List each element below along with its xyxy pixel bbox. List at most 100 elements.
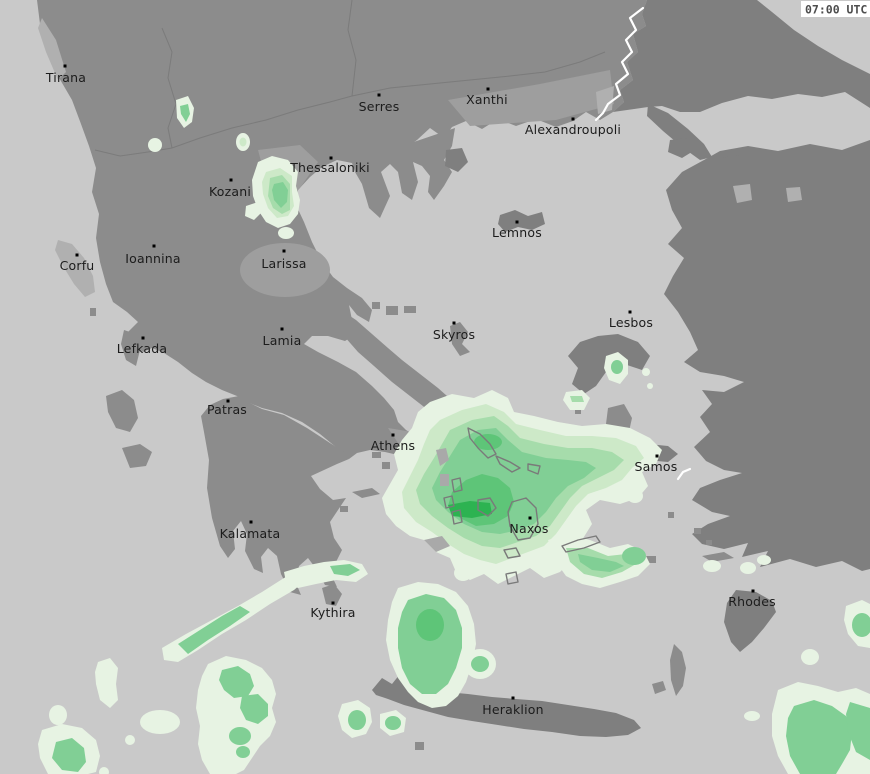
island-zakynthos <box>122 444 152 468</box>
island-leros <box>706 540 712 545</box>
city-dot-xanthi <box>486 87 490 91</box>
precip-dot-e1 <box>642 368 650 376</box>
precip-thessaloniki-w <box>245 202 262 220</box>
precip-dot-rhodes-3 <box>703 560 721 572</box>
landmass-anatolia <box>664 140 870 571</box>
island-thassos <box>445 148 468 172</box>
island-patmos <box>668 512 674 518</box>
island-imbros <box>720 155 750 174</box>
border-greece-turkey-samos <box>676 467 692 481</box>
precip-sw-5 <box>125 735 135 745</box>
island-kythira <box>322 584 342 606</box>
precip-dot-sea-1 <box>454 565 472 581</box>
city-label-samos: Samos <box>635 459 678 474</box>
precip-kythira-band-core <box>178 606 250 654</box>
precip-sw-big-l0 <box>196 656 276 774</box>
city-dot-naxos <box>528 516 532 520</box>
city-dot-patras <box>226 399 230 403</box>
city-label-kalamata: Kalamata <box>220 526 281 541</box>
city-dot-larissa <box>282 249 286 253</box>
city-dot-thessaloniki <box>329 156 333 160</box>
precip-sw-6 <box>99 767 109 774</box>
city-label-alexandroupoli: Alexandroupoli <box>525 122 621 137</box>
island-alonissos <box>404 306 416 313</box>
island-ios-outline <box>503 547 521 559</box>
city-label-ioannina: Ioannina <box>125 251 181 266</box>
cyclades-outline-layer <box>424 427 601 585</box>
precip-crete-north-core <box>416 609 444 641</box>
precip-albania-spot-core <box>180 104 190 122</box>
city-label-larissa: Larissa <box>261 256 306 271</box>
island-paxi <box>90 308 96 316</box>
city-label-lesbos: Lesbos <box>609 315 653 330</box>
island-kasos <box>652 681 666 694</box>
island-paros-outline <box>477 497 497 517</box>
precip-dot-rhodes-1 <box>740 562 756 574</box>
precip-dot-e2 <box>647 383 653 389</box>
border-greece-macedonia <box>94 0 357 157</box>
precip-crete-sw-core <box>385 716 401 730</box>
city-dot-lesbos <box>628 310 632 314</box>
precip-thessaloniki-s <box>278 227 294 239</box>
island-hydra <box>352 488 380 498</box>
precip-sw-big-core1 <box>219 666 254 698</box>
island-spetses <box>340 506 348 512</box>
city-dot-skyros <box>452 321 456 325</box>
precip-se-core1 <box>786 700 852 774</box>
precip-dot-rhodes-2 <box>757 555 771 565</box>
landmass-peloponnese <box>201 396 349 595</box>
city-dot-tirana <box>63 64 67 68</box>
island-serifos-outline <box>443 495 455 509</box>
island-lefkada <box>121 330 140 366</box>
landmass-crete <box>372 674 641 737</box>
city-label-skyros: Skyros <box>433 327 475 342</box>
city-dot-rhodes <box>751 589 755 593</box>
island-imbros-lowland <box>733 184 752 203</box>
island-skyros <box>450 322 470 356</box>
city-label-thessaloniki: Thessaloniki <box>289 160 370 175</box>
city-label-kythira: Kythira <box>310 605 355 620</box>
landmass-chalkidiki <box>352 128 455 218</box>
island-salamis <box>372 452 381 458</box>
precip-chios-sw-core <box>570 396 584 402</box>
island-milos <box>424 536 450 552</box>
precip-e-edge-core <box>852 613 870 637</box>
precip-chios-core <box>611 360 623 374</box>
city-label-xanthi: Xanthi <box>466 92 508 107</box>
city-label-lemnos: Lemnos <box>492 225 542 240</box>
precip-dot-nw-1 <box>148 138 162 152</box>
city-label-patras: Patras <box>207 402 247 417</box>
city-label-athens: Athens <box>371 438 415 453</box>
city-layer: Tirana Serres Xanthi Alexandroupoli Thessalo… <box>45 64 776 717</box>
island-tenedos <box>786 187 802 202</box>
city-label-heraklion: Heraklion <box>482 702 543 717</box>
island-santorini-outline <box>505 571 519 585</box>
island-syros-outline <box>451 477 463 493</box>
island-kalymnos <box>694 528 701 534</box>
island-samothrace <box>668 138 695 158</box>
precip-astypalea-l3 <box>578 554 624 572</box>
precip-sw-big-core4 <box>236 746 250 758</box>
island-rhodes <box>724 590 776 652</box>
city-dot-kythira <box>331 601 335 605</box>
timestamp-background <box>801 1 870 17</box>
landmass-gallipoli <box>647 104 712 160</box>
city-label-naxos: Naxos <box>509 521 548 536</box>
island-naxos-outline <box>507 497 539 541</box>
precip-s-center-core <box>348 710 366 730</box>
precip-se-dot2 <box>744 711 760 721</box>
precip-thessaloniki-l3 <box>272 182 288 208</box>
delta-evros <box>596 86 614 114</box>
city-dot-samos <box>655 454 659 458</box>
island-psara <box>575 408 581 414</box>
plain-thrace <box>448 70 614 126</box>
island-karpathos <box>670 644 686 696</box>
city-dot-alexandroupoli <box>571 117 575 121</box>
island-kos <box>702 552 734 562</box>
precip-se-dot1 <box>801 649 819 665</box>
plain-thessaly <box>240 243 330 297</box>
precip-sw-big-core2 <box>240 694 268 724</box>
city-label-serres: Serres <box>359 99 400 114</box>
